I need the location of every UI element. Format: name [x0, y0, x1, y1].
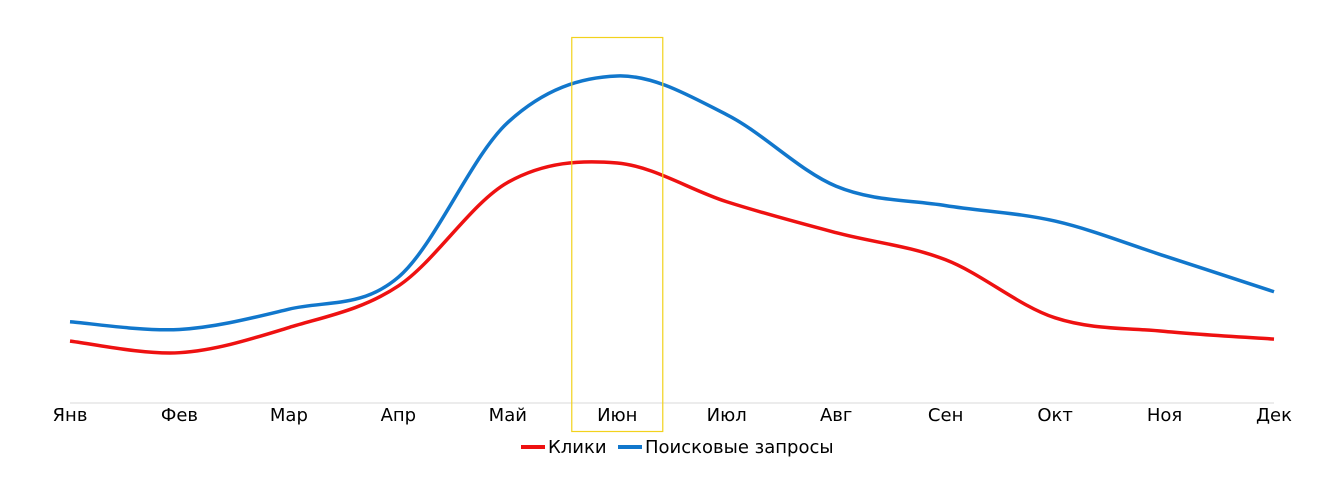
x-tick-label: Июн	[597, 405, 637, 426]
legend: Клики Поисковые запросы	[521, 437, 834, 458]
legend-item-2: Поисковые запросы	[618, 437, 834, 458]
series-line-1	[69, 160, 1275, 355]
x-tick-label: Мар	[270, 405, 308, 426]
x-tick-labels: Янв Фев Мар Апр Май Июн Июл Авг Сен Окт Ноя Дек	[53, 405, 1293, 426]
x-tick-label: Сен	[928, 405, 963, 426]
legend-label: Поисковые запросы	[645, 437, 834, 458]
x-tick-label: Дек	[1256, 405, 1292, 426]
series-line-2	[69, 74, 1275, 332]
x-tick-label: Янв	[53, 405, 88, 426]
x-tick-label: Апр	[381, 405, 417, 426]
x-tick-label: Фев	[161, 405, 198, 426]
x-tick-label: Авг	[820, 405, 852, 426]
x-tick-label: Июл	[707, 405, 747, 426]
legend-label: Клики	[548, 437, 607, 458]
series-layer	[69, 74, 1275, 355]
highlight-layer	[571, 36, 664, 433]
legend-item-1: Клики	[521, 437, 607, 458]
x-tick-label: Май	[489, 405, 527, 426]
x-tick-label: Ноя	[1147, 405, 1182, 426]
x-tick-label: Окт	[1037, 405, 1073, 426]
highlight-box	[571, 36, 664, 433]
